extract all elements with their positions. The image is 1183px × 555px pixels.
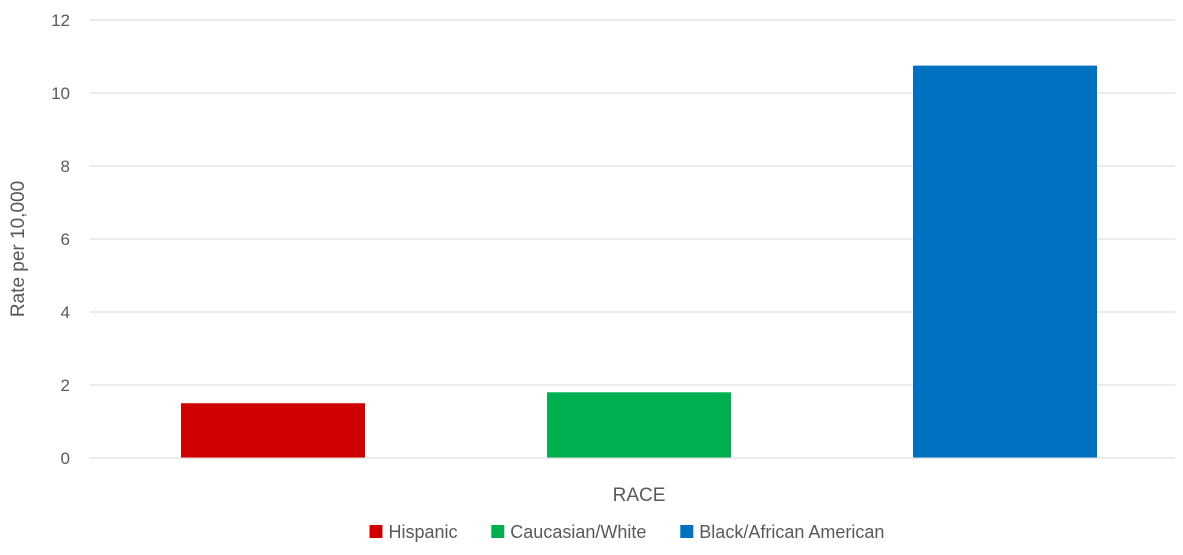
y-tick-label: 6: [61, 230, 70, 249]
y-tick-label: 12: [51, 11, 70, 30]
bar-caucasian-white: [547, 392, 731, 458]
y-axis-title: Rate per 10,000: [8, 181, 29, 317]
legend: Hispanic Caucasian/White Black/African Ame…: [369, 522, 884, 542]
legend-label-black-african-american: Black/African American: [699, 522, 884, 542]
x-axis-title: RACE: [613, 485, 666, 506]
legend-swatch-black-african-american: [680, 525, 694, 538]
bars: [181, 65, 1097, 458]
y-axis-tick-labels: 0 2 4 6 8 10 12: [51, 11, 70, 468]
legend-label-caucasian-white: Caucasian/White: [510, 522, 646, 542]
y-tick-label: 0: [61, 449, 70, 468]
bar-black-african-american: [913, 65, 1097, 458]
y-tick-label: 2: [61, 376, 70, 395]
bar-hispanic: [181, 403, 365, 458]
legend-label-hispanic: Hispanic: [389, 522, 458, 542]
legend-swatch-hispanic: [369, 525, 383, 538]
y-tick-label: 10: [51, 84, 70, 103]
legend-swatch-caucasian-white: [491, 525, 505, 538]
y-tick-label: 8: [61, 157, 70, 176]
y-tick-label: 4: [61, 303, 70, 322]
